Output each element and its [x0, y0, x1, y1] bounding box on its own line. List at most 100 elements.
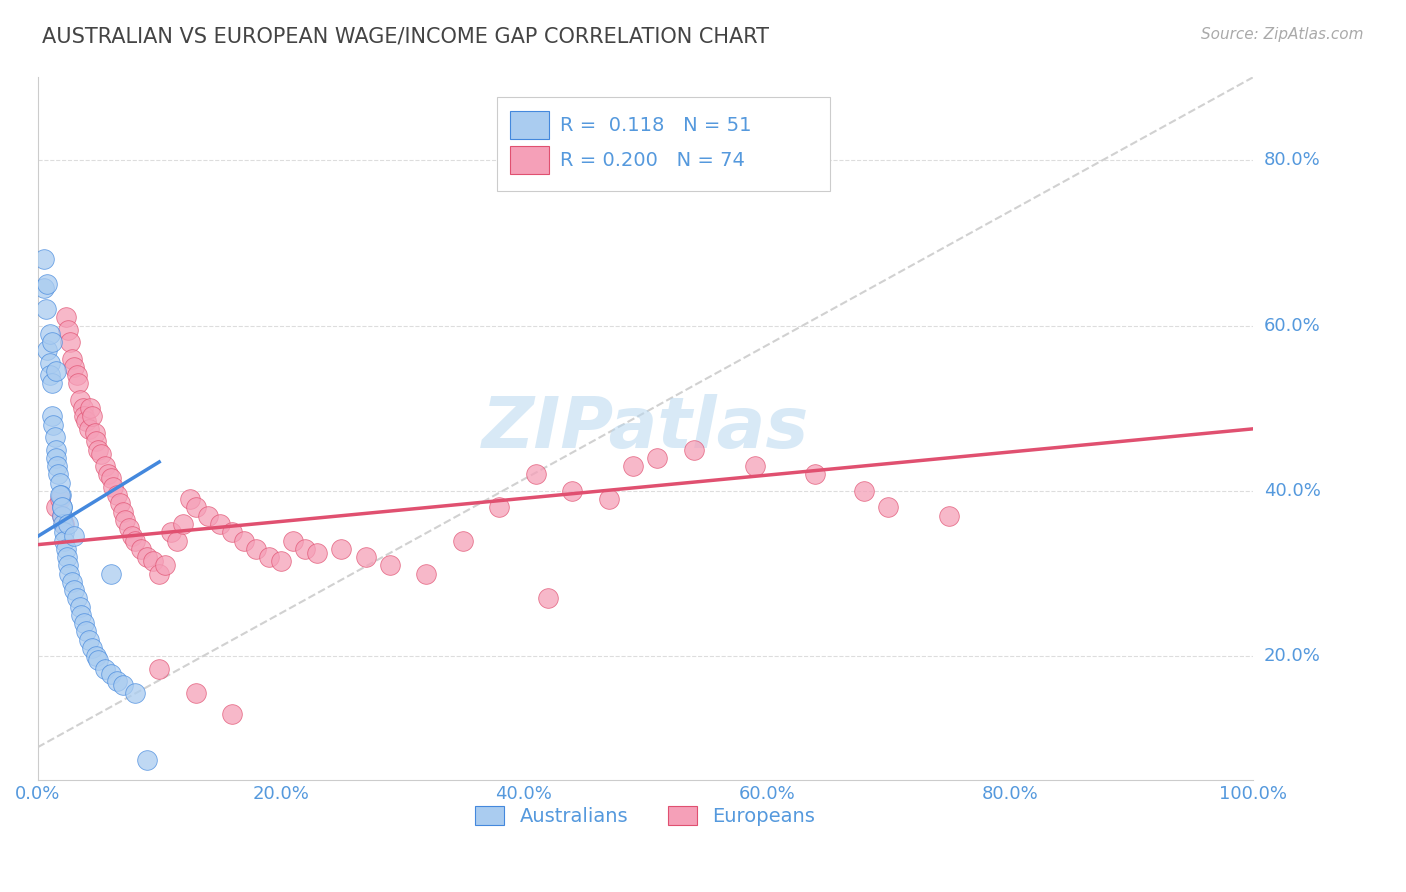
Point [598, 492, 620, 507]
Point [41, 376, 63, 391]
Point [51, 500, 73, 515]
Point [682, 442, 704, 457]
Point [44, 430, 66, 444]
Point [804, 467, 827, 482]
Point [105, 488, 128, 502]
Point [87, 653, 110, 667]
Point [37, 277, 59, 292]
Point [281, 533, 304, 548]
Point [166, 533, 188, 548]
Point [184, 686, 207, 700]
Point [45, 442, 67, 457]
Point [52, 516, 75, 531]
Point [63, 529, 86, 543]
Point [245, 541, 267, 556]
Point [124, 686, 146, 700]
Point [48, 488, 70, 502]
Point [38, 326, 60, 341]
Point [221, 525, 243, 540]
Point [55, 310, 77, 325]
Text: Source: ZipAtlas.com: Source: ZipAtlas.com [1201, 27, 1364, 42]
Point [73, 409, 96, 424]
Point [233, 533, 256, 548]
Point [524, 467, 547, 482]
Point [148, 662, 170, 676]
Point [56, 558, 79, 573]
Point [179, 492, 201, 507]
Point [42, 417, 65, 432]
Point [84, 434, 107, 449]
Point [208, 516, 231, 531]
Text: 80.0%: 80.0% [1264, 151, 1320, 169]
Point [118, 521, 141, 535]
Point [148, 566, 170, 581]
Point [100, 566, 122, 581]
Point [111, 505, 134, 519]
Point [647, 450, 669, 465]
Point [41, 334, 63, 349]
Point [100, 471, 122, 485]
Point [221, 707, 243, 722]
Point [561, 483, 583, 498]
Point [46, 459, 69, 474]
Point [82, 640, 104, 655]
Text: R =  0.118   N = 51: R = 0.118 N = 51 [560, 116, 752, 135]
Point [38, 356, 60, 370]
Point [45, 450, 67, 465]
Point [124, 533, 146, 548]
Point [75, 414, 97, 428]
Point [56, 323, 79, 337]
Point [60, 351, 83, 366]
Point [63, 359, 86, 374]
Text: AUSTRALIAN VS EUROPEAN WAGE/INCOME GAP CORRELATION CHART: AUSTRALIAN VS EUROPEAN WAGE/INCOME GAP C… [42, 27, 769, 46]
Point [35, 301, 58, 316]
Point [136, 753, 159, 767]
Point [173, 516, 195, 531]
Point [49, 488, 72, 502]
Text: R = 0.200   N = 74: R = 0.200 N = 74 [560, 151, 745, 169]
Point [488, 500, 510, 515]
Point [82, 409, 104, 424]
Point [38, 368, 60, 383]
Point [51, 508, 73, 523]
Point [69, 392, 91, 407]
Point [378, 558, 401, 573]
Point [136, 549, 159, 564]
Point [184, 500, 207, 515]
Point [53, 533, 76, 548]
Point [55, 541, 77, 556]
Point [114, 513, 136, 527]
FancyBboxPatch shape [510, 146, 550, 175]
Point [32, 252, 55, 267]
Point [537, 591, 560, 606]
Point [121, 529, 143, 543]
Point [48, 492, 70, 507]
Point [73, 616, 96, 631]
Text: 60.0%: 60.0% [1264, 317, 1320, 334]
Point [46, 467, 69, 482]
Point [415, 566, 437, 581]
Legend: Australians, Europeans: Australians, Europeans [468, 797, 823, 834]
Point [83, 425, 105, 440]
Point [79, 401, 101, 416]
Point [110, 496, 132, 510]
Point [142, 554, 165, 568]
Point [105, 674, 128, 689]
Point [41, 409, 63, 424]
Point [69, 599, 91, 614]
Point [97, 467, 120, 482]
Point [129, 541, 152, 556]
Point [744, 459, 766, 474]
Point [155, 558, 177, 573]
Point [90, 447, 112, 461]
Point [63, 583, 86, 598]
FancyBboxPatch shape [496, 97, 830, 191]
Point [66, 376, 89, 391]
Point [70, 607, 93, 622]
Point [72, 401, 94, 416]
Point [451, 533, 474, 548]
Point [160, 525, 183, 540]
Point [32, 281, 55, 295]
Point [51, 508, 73, 523]
Point [45, 364, 67, 378]
